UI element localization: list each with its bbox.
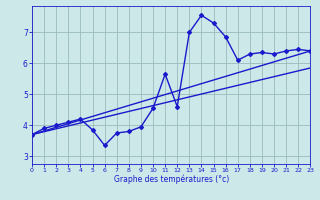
X-axis label: Graphe des températures (°c): Graphe des températures (°c): [114, 175, 229, 184]
